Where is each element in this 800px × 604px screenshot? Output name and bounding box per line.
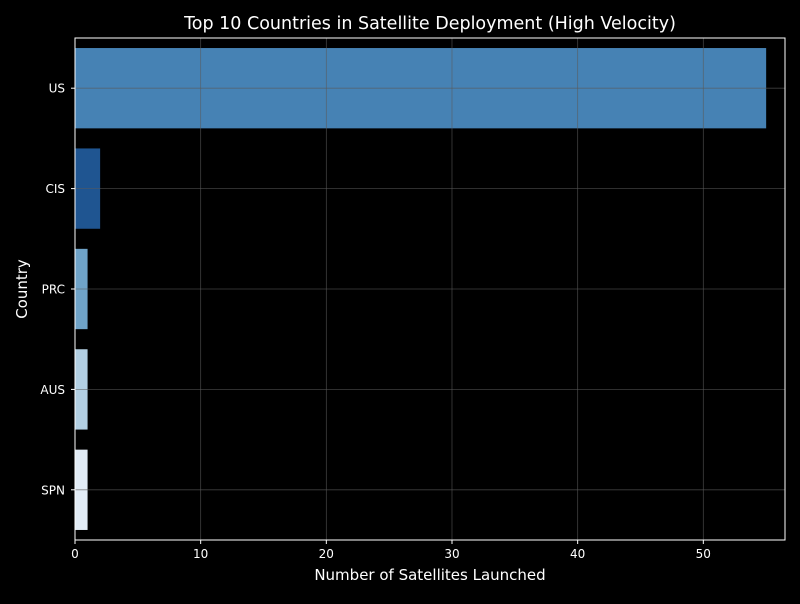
x-axis-ticks: 0 10 20 30 40 50 (71, 540, 711, 561)
y-tick-label-aus: AUS (40, 383, 65, 397)
x-tick-label: 0 (71, 547, 79, 561)
x-tick-label: 40 (570, 547, 585, 561)
x-tick-label: 10 (193, 547, 208, 561)
chart-title: Top 10 Countries in Satellite Deployment… (183, 14, 676, 34)
y-axis-ticks: US CIS PRC AUS SPN (40, 82, 75, 497)
y-axis-label: Country (13, 259, 31, 319)
y-tick-label-prc: PRC (42, 283, 65, 297)
y-tick-label-cis: CIS (45, 182, 65, 196)
x-tick-label: 30 (444, 547, 459, 561)
grid-lines (74, 38, 785, 540)
x-axis-label: Number of Satellites Launched (314, 566, 545, 584)
y-tick-label-us: US (49, 82, 65, 96)
y-tick-label-spn: SPN (41, 483, 65, 497)
x-tick-label: 50 (696, 547, 711, 561)
x-tick-label: 20 (319, 547, 334, 561)
